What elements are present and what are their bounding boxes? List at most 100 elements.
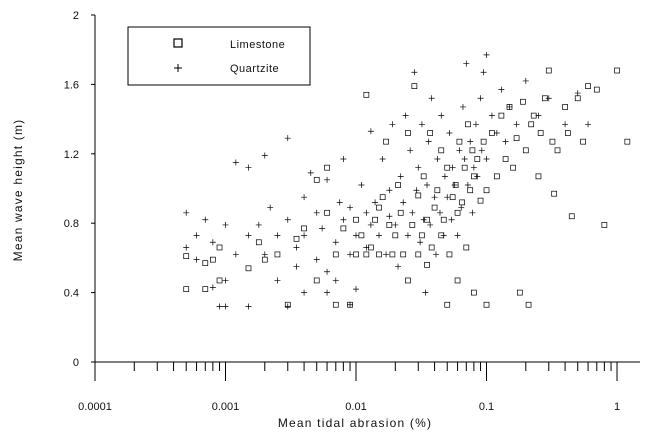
quartzite-point (502, 138, 509, 145)
quartzite-point (431, 194, 438, 201)
limestone-point (446, 251, 453, 258)
limestone-point (183, 253, 190, 260)
limestone-point (379, 194, 386, 201)
limestone-point (474, 156, 481, 162)
limestone-point (461, 164, 468, 171)
quartzite-point (222, 277, 229, 284)
limestone-point (363, 91, 370, 98)
quartzite-point (274, 277, 281, 284)
limestone-point (202, 286, 209, 292)
limestone-point (440, 216, 447, 223)
quartzite-point (477, 95, 484, 102)
quartzite-point (284, 216, 291, 223)
quartzite-point (464, 182, 471, 189)
quartzite-point (585, 121, 592, 128)
quartzite-point (340, 156, 347, 163)
quartzite-point (193, 256, 200, 263)
limestone-point (463, 244, 470, 251)
quartzite-point (404, 232, 411, 239)
limestone-point (313, 277, 320, 284)
quartzite-point (367, 221, 374, 228)
quartzite-point (293, 244, 300, 251)
limestone-point (324, 209, 330, 216)
quartzite-point (202, 216, 209, 223)
y-tick-label: 0.4 (64, 288, 79, 300)
quartzite-point (367, 128, 374, 135)
quartzite-point (470, 164, 477, 171)
limestone-point (434, 187, 441, 194)
quartzite-point (441, 173, 448, 180)
limestone-point (562, 104, 568, 110)
quartzite-point (301, 232, 308, 239)
legend-box (127, 26, 311, 86)
quartzite-point (535, 112, 542, 119)
quartzite-point (417, 239, 424, 246)
limestone-point (516, 289, 523, 296)
limestone-point (456, 138, 463, 145)
limestone-point (454, 277, 461, 284)
limestone-point (565, 130, 571, 136)
quartzite-point (395, 263, 402, 270)
quartzite-point (456, 147, 463, 154)
limestone-point (261, 256, 268, 263)
quartzite-point (347, 301, 354, 308)
limestone-point (477, 197, 484, 204)
limestone-point (438, 147, 445, 154)
y-tick-label: 2 (73, 10, 79, 22)
limestone-point (420, 173, 427, 180)
limestone-point (449, 194, 456, 201)
quartzite-point (448, 216, 455, 223)
limestone-point (183, 286, 190, 292)
quartzite-point (274, 232, 281, 239)
quartzite-point (402, 112, 409, 119)
limestone-point (372, 216, 378, 223)
quartzite-point (216, 303, 223, 310)
quartzite-point (183, 209, 190, 216)
quartzite-point (397, 173, 404, 180)
limestone-point (601, 222, 608, 228)
quartzite-point (324, 268, 331, 275)
limestone-point (545, 67, 552, 74)
limestone-point (363, 251, 370, 258)
quartzite-point (478, 147, 485, 154)
x-axis-title: Mean tidal abrasion (%) (278, 416, 432, 430)
limestone-point (502, 156, 509, 162)
quartzite-point (562, 121, 569, 128)
quartzite-point (313, 209, 320, 216)
quartzite-point (574, 90, 581, 97)
quartzite-point (261, 152, 268, 159)
limestone-point (444, 301, 451, 308)
limestone-point (465, 121, 471, 128)
quartzite-point (488, 112, 495, 119)
quartzite-point (340, 216, 347, 223)
quartzite-point (444, 194, 451, 201)
quartzite-point (474, 173, 481, 180)
quartzite-point (301, 194, 308, 201)
quartzite-point (336, 199, 343, 206)
legend: Limestone Quartzite (127, 26, 311, 86)
limestone-point (415, 251, 422, 258)
legend-square-marker (173, 38, 183, 48)
y-axis-ticks: 0 0.4 0.8 1.2 1.6 2 (64, 10, 95, 369)
limestone-point (405, 277, 411, 284)
quartzite-point (261, 251, 268, 258)
limestone-point (274, 251, 281, 258)
limestone-point (469, 147, 476, 154)
quartzite-point (411, 69, 418, 76)
limestone-point (537, 130, 544, 136)
limestone-point (483, 187, 490, 194)
limestone-point (353, 216, 359, 223)
quartzite-point (498, 86, 505, 93)
quartzite-point (332, 277, 339, 284)
quartzite-point (255, 221, 262, 228)
x-tick-label: 0.0001 (78, 401, 112, 413)
limestone-point (467, 187, 474, 194)
quartzite-point (183, 244, 190, 251)
limestone-point (332, 251, 339, 258)
quartzite-point (379, 156, 386, 163)
limestone-point (493, 173, 500, 180)
quartzite-point (427, 221, 434, 228)
quartzite-point (418, 121, 425, 128)
quartzite-point (428, 95, 435, 102)
x-tick-label: 0.1 (479, 401, 494, 413)
